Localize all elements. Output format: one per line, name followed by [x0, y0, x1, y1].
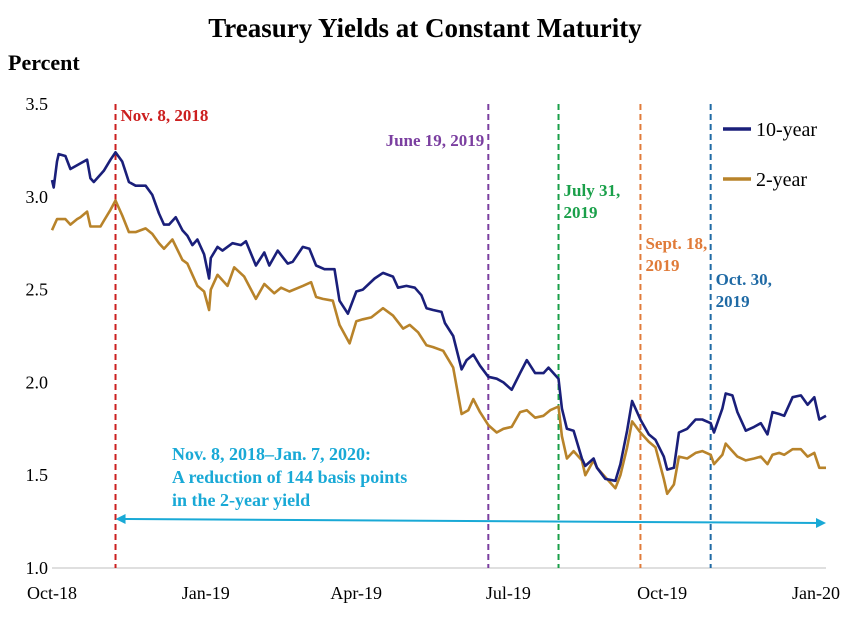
y-tick-label: 3.0 — [26, 187, 49, 207]
x-tick-label: Oct-18 — [27, 583, 77, 603]
series-lines — [50, 151, 827, 496]
event-label: 2019 — [716, 292, 750, 311]
series-line-10-year — [50, 151, 827, 483]
y-tick-label: 3.5 — [26, 94, 49, 114]
annotation-text: A reduction of 144 basis points — [172, 467, 407, 487]
legend-label-10-year: 10-year — [756, 119, 817, 141]
y-axis: 1.0 1.5 2.0 2.5 3.0 3.5 — [26, 94, 49, 578]
annotation-text: Nov. 8, 2018–Jan. 7, 2020: — [172, 444, 371, 464]
x-tick-label: Jul-19 — [486, 583, 531, 603]
event-label: 2019 — [564, 203, 598, 222]
annotation-arrow-shaft — [121, 518, 821, 524]
event-label: July 31, — [564, 181, 621, 200]
chart-title: Treasury Yields at Constant Maturity — [208, 13, 642, 43]
annotation-arrow-head-left — [115, 514, 126, 524]
annotation-text: in the 2-year yield — [172, 490, 310, 510]
x-tick-label: Apr-19 — [330, 583, 382, 603]
legend: 10-year 2-year — [723, 119, 817, 191]
y-tick-label: 2.0 — [26, 372, 49, 392]
event-label: June 19, 2019 — [386, 131, 485, 150]
annotation-arrow-head-right — [816, 518, 826, 528]
event-lines: Nov. 8, 2018 June 19, 2019 July 31, 2019 Sep… — [114, 104, 772, 568]
x-tick-label: Jan-20 — [792, 583, 840, 603]
y-tick-label: 1.5 — [26, 465, 49, 485]
event-label: Oct. 30, — [716, 270, 772, 289]
legend-label-2-year: 2-year — [756, 169, 807, 191]
event-label: Sept. 18, — [645, 234, 707, 253]
x-tick-label: Oct-19 — [637, 583, 687, 603]
annotation: Nov. 8, 2018–Jan. 7, 2020: A reduction of… — [115, 444, 826, 528]
x-tick-label: Jan-19 — [182, 583, 230, 603]
series-line-2-year — [50, 199, 826, 496]
y-axis-label: Percent — [8, 50, 80, 75]
y-tick-label: 2.5 — [26, 280, 49, 300]
y-tick-label: 1.0 — [26, 558, 49, 578]
event-label: 2019 — [645, 256, 679, 275]
event-label: Nov. 8, 2018 — [121, 106, 209, 125]
x-axis: Oct-18 Jan-19 Apr-19 Jul-19 Oct-19 Jan-20 — [27, 583, 840, 603]
